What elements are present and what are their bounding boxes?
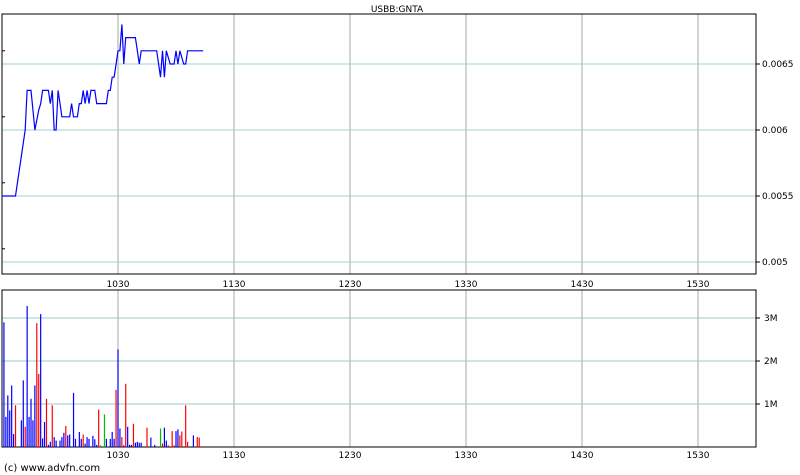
price-y-tick-label: 0.005 — [762, 258, 788, 268]
copyright: (c) www.advfn.com — [4, 463, 100, 474]
price-x-tick-label: 1030 — [107, 280, 130, 290]
price-x-tick-label: 1530 — [687, 280, 710, 290]
price-y-tick-label: 0.0055 — [762, 192, 794, 202]
volume-x-tick-label: 1330 — [455, 451, 478, 461]
volume-x-tick-label: 1430 — [571, 451, 594, 461]
volume-x-tick-label: 1230 — [339, 451, 362, 461]
price-y-tick-label: 0.006 — [762, 126, 788, 136]
price-panel-frame — [1, 13, 757, 275]
volume-y-tick-label: 3M — [764, 314, 778, 324]
price-x-tick-label: 1230 — [339, 280, 362, 290]
price-y-tick-label: 0.0065 — [762, 60, 794, 70]
volume-x-tick-label: 1130 — [223, 451, 246, 461]
price-x-tick-label: 1130 — [223, 280, 246, 290]
volume-y-tick-label: 1M — [764, 400, 778, 410]
chart-title: USBB:GNTA — [371, 5, 424, 15]
volume-x-tick-label: 1530 — [687, 451, 710, 461]
volume-x-tick-label: 1030 — [107, 451, 130, 461]
volume-panel-frame — [1, 289, 757, 448]
price-x-tick-label: 1430 — [571, 280, 594, 290]
volume-y-tick-label: 2M — [764, 357, 778, 367]
price-x-tick-label: 1330 — [455, 280, 478, 290]
price-line — [2, 24, 204, 197]
